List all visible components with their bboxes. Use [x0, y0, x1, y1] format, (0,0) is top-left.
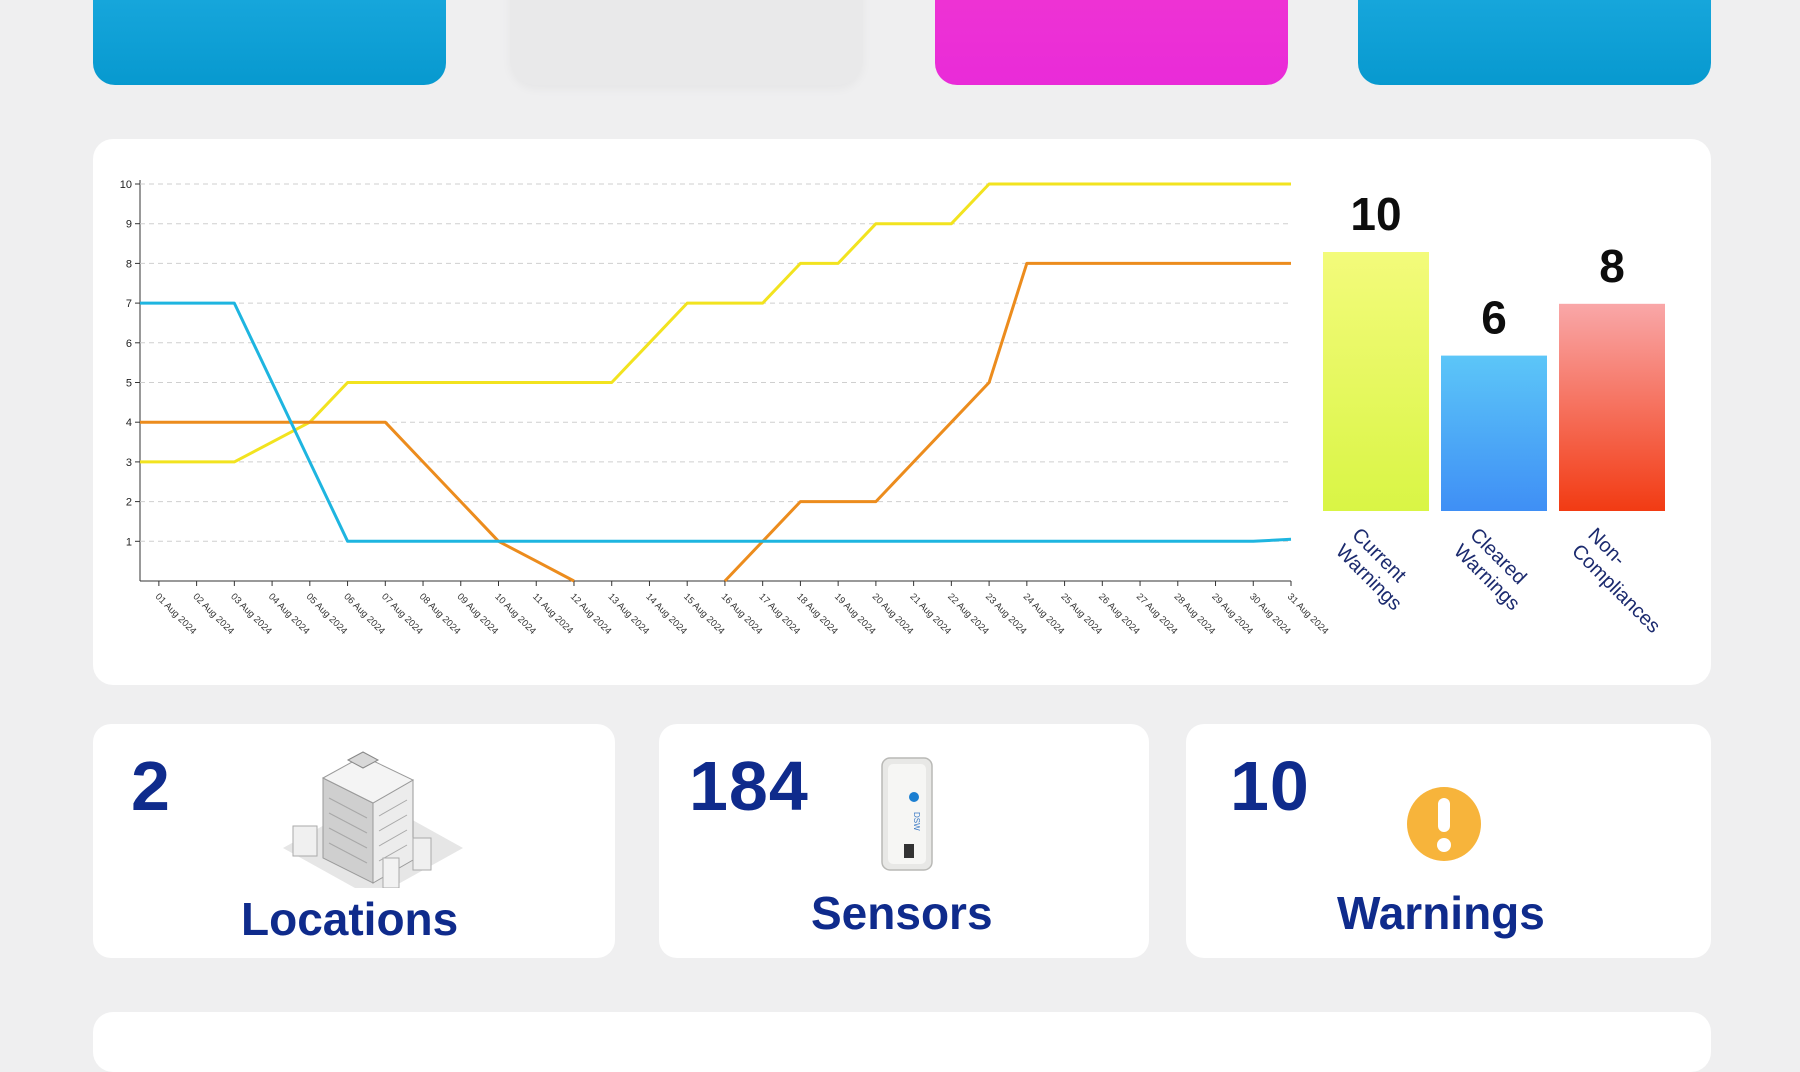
bar-value-label: 10 — [1350, 188, 1401, 240]
y-tick-label: 8 — [126, 258, 132, 270]
y-tick-label: 6 — [126, 338, 132, 350]
summary-card-2[interactable] — [510, 0, 863, 85]
line-series-3 — [140, 301, 1292, 543]
bar-3 — [1559, 303, 1665, 511]
bar-category-label: CurrentWarnings — [1331, 524, 1422, 615]
bar-1 — [1323, 252, 1429, 511]
trend-chart-panel: 1 2 3 4 5 6 7 8 9 10 01 Aug 2024 02 Aug 2024 03 Aug … — [93, 139, 1711, 685]
bar-2 — [1441, 355, 1547, 511]
bar-category-label: Non-Compliances — [1567, 524, 1681, 638]
y-tick-label: 4 — [126, 417, 132, 429]
svg-text:DSW: DSW — [912, 812, 921, 831]
locations-count: 2 — [131, 747, 171, 825]
y-tick-label: 1 — [126, 536, 132, 548]
y-tick-label: 2 — [126, 497, 132, 509]
line-series-1 — [140, 182, 1291, 464]
bar-value-label: 8 — [1599, 240, 1625, 292]
y-tick-label: 9 — [126, 219, 132, 231]
warnings-card[interactable]: 10 Warnings — [1186, 724, 1711, 958]
warning-icon — [1407, 787, 1481, 861]
x-tick-label: 31 Aug 2024 — [1285, 591, 1331, 637]
bar-value-label: 6 — [1481, 292, 1507, 344]
summary-card-4[interactable] — [1358, 0, 1711, 85]
sensors-count: 184 — [689, 747, 809, 825]
sensors-card[interactable]: 184 DSW Sensors — [659, 724, 1149, 958]
y-tick-label: 3 — [126, 457, 132, 469]
summary-card-1[interactable] — [93, 0, 446, 85]
locations-card[interactable]: 2 Locations — [93, 724, 615, 958]
warnings-count: 10 — [1230, 747, 1310, 825]
sensors-label: Sensors — [811, 887, 993, 939]
building-icon — [283, 751, 463, 888]
sensor-device-icon: DSW — [881, 757, 933, 871]
next-panel — [93, 1012, 1711, 1072]
warnings-label: Warnings — [1337, 887, 1545, 939]
bar-category-label: ClearedWarnings — [1449, 524, 1540, 615]
y-tick-label: 10 — [120, 179, 132, 191]
y-tick-label: 7 — [126, 298, 132, 310]
summary-card-3[interactable] — [935, 0, 1288, 85]
line-series-2 — [140, 261, 1291, 583]
locations-label: Locations — [241, 893, 459, 945]
y-tick-label: 5 — [126, 378, 132, 390]
